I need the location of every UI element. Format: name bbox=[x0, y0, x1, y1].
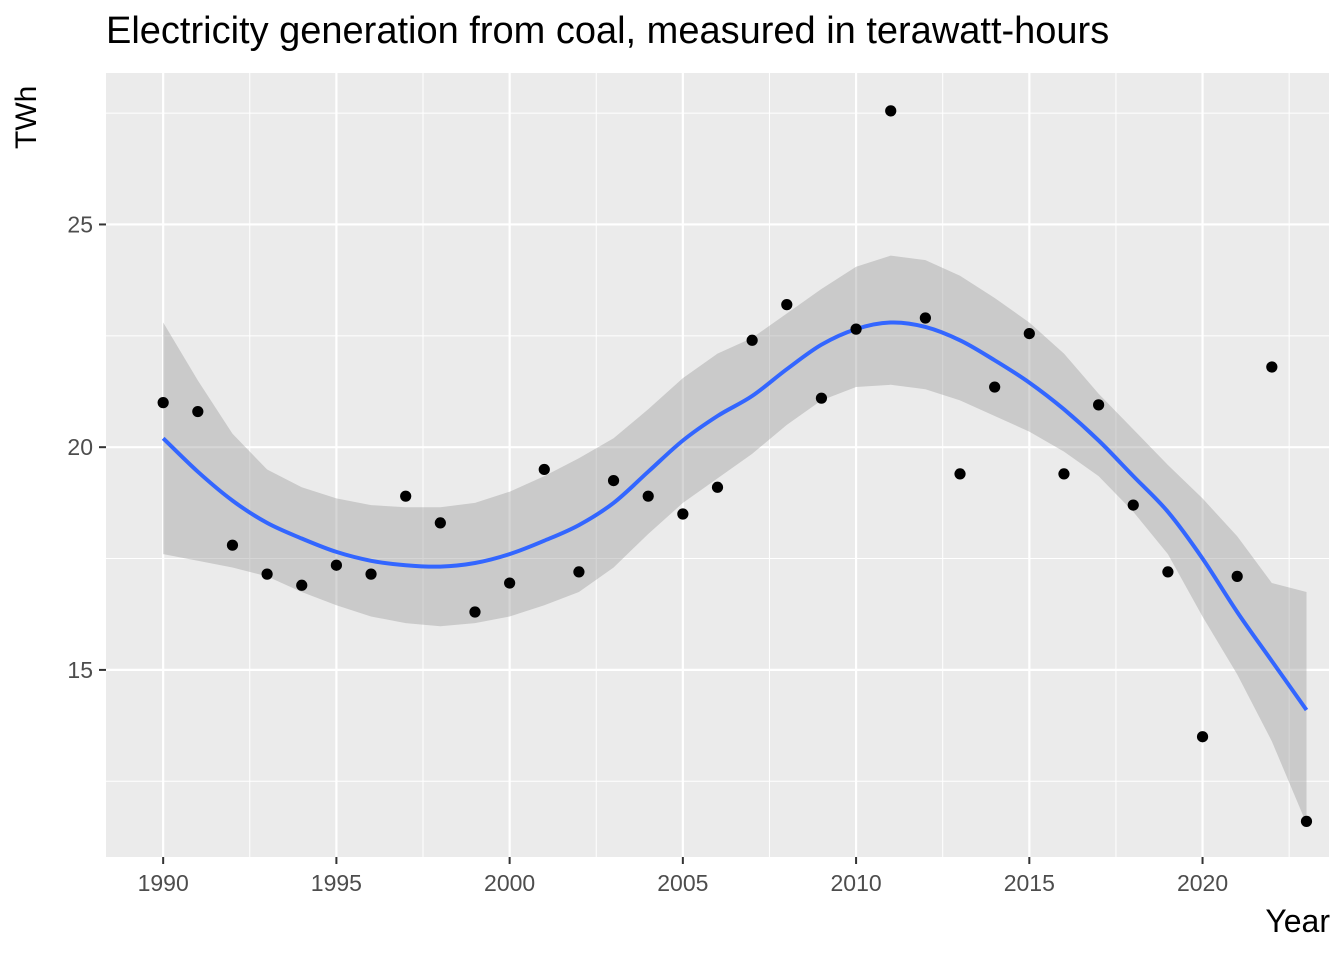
x-tick-label: 2005 bbox=[657, 870, 708, 896]
data-point bbox=[157, 397, 169, 409]
data-point bbox=[989, 381, 1001, 393]
data-point bbox=[919, 312, 931, 324]
data-points bbox=[157, 105, 1313, 827]
data-point bbox=[504, 577, 516, 589]
data-point bbox=[885, 105, 897, 117]
data-point bbox=[434, 517, 446, 529]
data-point bbox=[400, 490, 412, 502]
x-tick-label: 1990 bbox=[138, 870, 189, 896]
major-grid bbox=[106, 73, 1329, 857]
y-tick-label: 25 bbox=[67, 211, 93, 237]
x-tick-label: 1995 bbox=[311, 870, 362, 896]
data-point bbox=[1266, 361, 1278, 373]
data-point bbox=[1058, 468, 1070, 480]
smooth-trend-line bbox=[161, 320, 1309, 712]
x-axis-title: Year bbox=[1265, 903, 1330, 939]
data-point bbox=[815, 392, 828, 404]
data-point bbox=[850, 323, 862, 335]
y-tick-label: 15 bbox=[67, 657, 93, 683]
x-tick-label: 2020 bbox=[1177, 870, 1228, 896]
data-point bbox=[469, 606, 481, 618]
data-point bbox=[573, 566, 585, 578]
minor-grid bbox=[106, 73, 1329, 857]
data-point bbox=[226, 539, 239, 551]
data-point bbox=[1300, 815, 1313, 827]
chart-title: Electricity generation from coal, measur… bbox=[106, 10, 1110, 52]
data-point bbox=[746, 334, 758, 346]
y-tick-label: 20 bbox=[67, 434, 93, 460]
data-point bbox=[365, 568, 377, 580]
data-point bbox=[1023, 327, 1035, 340]
data-point bbox=[538, 463, 550, 476]
data-point bbox=[954, 468, 966, 480]
data-point bbox=[192, 405, 204, 418]
data-point bbox=[330, 559, 342, 571]
x-tick-label: 2010 bbox=[830, 870, 881, 896]
x-tick-label: 2015 bbox=[1004, 870, 1055, 896]
data-point bbox=[1196, 731, 1209, 743]
data-point bbox=[1093, 399, 1105, 411]
confidence-ribbon bbox=[163, 255, 1307, 824]
data-point bbox=[1127, 499, 1139, 511]
x-axis-ticks: 1990 1995 2000 2005 2010 2015 2020 bbox=[138, 857, 1228, 896]
data-point bbox=[296, 579, 308, 591]
data-point bbox=[642, 490, 654, 502]
data-point bbox=[607, 474, 620, 487]
data-point bbox=[1162, 566, 1174, 578]
data-point bbox=[711, 481, 724, 493]
data-point bbox=[781, 299, 793, 311]
data-point bbox=[261, 568, 273, 580]
data-point bbox=[677, 508, 689, 520]
x-tick-label: 2000 bbox=[484, 870, 535, 896]
y-axis-ticks: 15 20 25 bbox=[67, 211, 106, 683]
data-point bbox=[1231, 570, 1243, 582]
